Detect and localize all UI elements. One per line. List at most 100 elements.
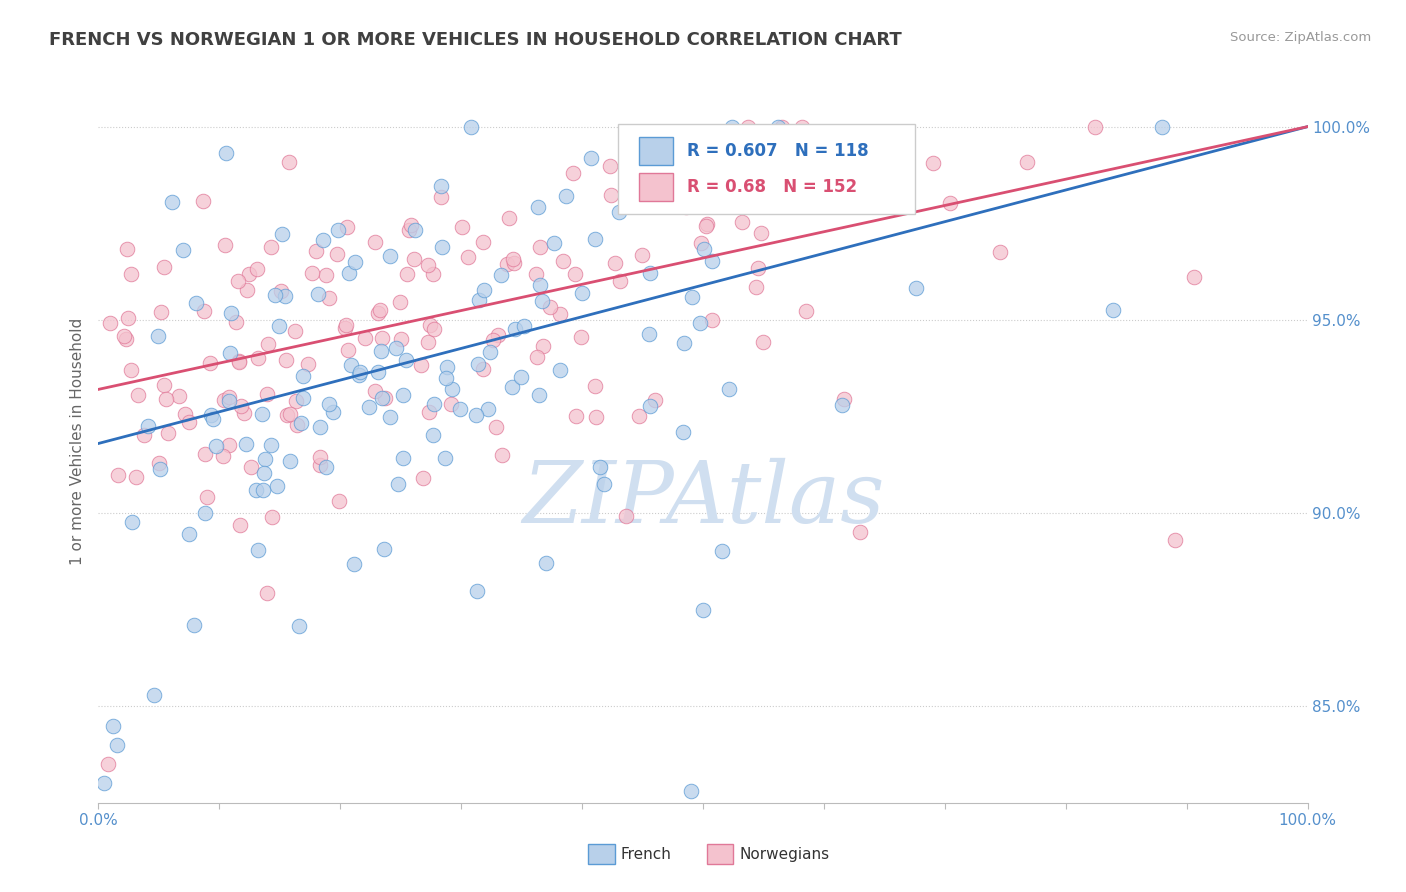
- Point: [585, 409, 607, 424]
- Point: [367, 365, 389, 379]
- Point: [315, 268, 337, 282]
- Point: [564, 267, 586, 281]
- Point: [353, 331, 375, 345]
- Point: [607, 205, 630, 219]
- Point: [278, 407, 301, 421]
- Point: [1182, 269, 1205, 284]
- Point: [253, 452, 276, 467]
- Point: [749, 227, 772, 241]
- Point: [1017, 155, 1039, 169]
- Point: [335, 318, 357, 332]
- Point: [510, 370, 533, 384]
- Point: [388, 295, 411, 310]
- Point: [418, 258, 440, 272]
- Point: [335, 320, 357, 334]
- Point: [548, 363, 571, 377]
- Point: [409, 358, 432, 372]
- Text: R = 0.68   N = 152: R = 0.68 N = 152: [688, 178, 858, 196]
- Point: [491, 268, 513, 282]
- Point: [988, 245, 1011, 260]
- Point: [638, 326, 661, 341]
- Point: [751, 334, 773, 349]
- Point: [245, 483, 267, 498]
- Point: [285, 393, 308, 408]
- Point: [336, 220, 359, 235]
- Point: [127, 388, 149, 402]
- Point: [225, 315, 247, 329]
- Point: [326, 246, 349, 260]
- Point: [309, 458, 332, 472]
- Point: [191, 194, 214, 208]
- Point: [904, 281, 927, 295]
- Point: [101, 718, 124, 732]
- Point: [529, 240, 551, 254]
- Point: [219, 346, 242, 360]
- Point: [395, 267, 418, 281]
- Point: [834, 392, 856, 406]
- Point: [477, 402, 499, 417]
- Point: [747, 260, 769, 275]
- Point: [285, 418, 308, 433]
- Point: [312, 233, 335, 247]
- Point: [219, 306, 242, 320]
- Point: [561, 166, 583, 180]
- Point: [270, 284, 292, 298]
- Point: [412, 471, 434, 485]
- Text: FRENCH VS NORWEGIAN 1 OR MORE VEHICLES IN HOUSEHOLD CORRELATION CHART: FRENCH VS NORWEGIAN 1 OR MORE VEHICLES I…: [49, 31, 903, 49]
- Point: [710, 544, 733, 558]
- Point: [748, 140, 770, 154]
- Point: [648, 147, 671, 161]
- Point: [278, 154, 301, 169]
- Point: [156, 425, 179, 440]
- Point: [146, 329, 169, 343]
- Point: [229, 518, 252, 533]
- Point: [451, 219, 474, 234]
- Point: [422, 428, 444, 442]
- Point: [673, 165, 696, 179]
- Point: [422, 397, 444, 411]
- Point: [292, 369, 315, 384]
- Point: [495, 257, 517, 271]
- Point: [112, 328, 135, 343]
- Point: [214, 237, 236, 252]
- Point: [554, 189, 576, 203]
- Point: [696, 218, 718, 232]
- Point: [422, 267, 444, 281]
- Text: Source: ZipAtlas.com: Source: ZipAtlas.com: [1230, 31, 1371, 45]
- Point: [370, 392, 392, 406]
- Point: [593, 477, 616, 491]
- Point: [778, 197, 800, 211]
- Point: [429, 190, 451, 204]
- Point: [589, 460, 612, 475]
- Point: [142, 688, 165, 702]
- Point: [336, 343, 359, 358]
- Point: [149, 461, 172, 475]
- Point: [117, 310, 139, 325]
- Point: [247, 351, 270, 366]
- FancyBboxPatch shape: [588, 844, 614, 864]
- Y-axis label: 1 or more Vehicles in Household: 1 or more Vehicles in Household: [70, 318, 86, 566]
- Point: [252, 466, 274, 480]
- Point: [315, 460, 337, 475]
- Point: [526, 350, 548, 364]
- Point: [404, 223, 426, 237]
- Point: [609, 274, 631, 288]
- Point: [692, 602, 714, 616]
- Point: [481, 333, 503, 347]
- Point: [399, 218, 422, 232]
- Point: [392, 451, 415, 466]
- Point: [1163, 533, 1185, 547]
- Point: [115, 242, 138, 256]
- Point: [527, 200, 550, 214]
- Point: [441, 382, 464, 396]
- Point: [693, 242, 716, 256]
- Point: [349, 365, 371, 379]
- Point: [696, 161, 718, 176]
- Point: [344, 255, 367, 269]
- FancyBboxPatch shape: [707, 844, 734, 864]
- Point: [679, 784, 702, 798]
- Point: [534, 557, 557, 571]
- Point: [160, 194, 183, 209]
- Point: [363, 384, 385, 398]
- Text: French: French: [621, 847, 672, 862]
